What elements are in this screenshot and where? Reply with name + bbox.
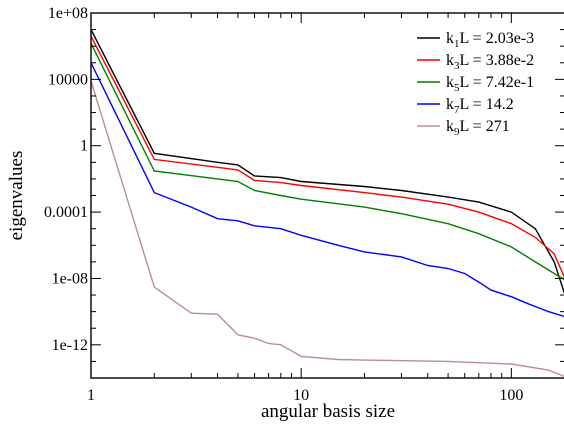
- tick-labels: 1 10 100 1e+08 10000 1 0.0001 1e-08 1e-12: [44, 5, 523, 404]
- series-line-4: [91, 62, 564, 318]
- series-line-2: [91, 35, 564, 278]
- y-tick-label: 1e-08: [52, 270, 88, 287]
- x-tick-label: 1: [87, 387, 95, 404]
- y-axis-title: eigenvalues: [6, 151, 27, 241]
- x-tick-label: 10: [293, 387, 309, 404]
- y-tick-label: 0.0001: [44, 204, 88, 221]
- x-axis-title: angular basis size: [261, 401, 395, 422]
- y-tick-label: 1: [80, 138, 88, 155]
- y-tick-label: 1e+08: [48, 5, 88, 22]
- series-line-3: [91, 42, 564, 281]
- y-tick-label: 1e-12: [52, 337, 88, 354]
- legend-label-2: k3L = 3.88e-2: [446, 52, 534, 72]
- x-tick-label: 100: [499, 387, 523, 404]
- y-tick-label: 10000: [48, 71, 88, 88]
- legend-label-1: k1L = 2.03e-3: [446, 30, 534, 50]
- plot-frame: [90, 12, 564, 379]
- series-line-1: [91, 29, 564, 295]
- legend-label-4: k7L = 14.2: [446, 96, 514, 116]
- series-line-5: [91, 80, 564, 378]
- legend-label-5: k9L = 271: [446, 118, 510, 138]
- legend-label-3: k5L = 7.42e-1: [446, 74, 534, 94]
- plot-lines: [91, 29, 564, 378]
